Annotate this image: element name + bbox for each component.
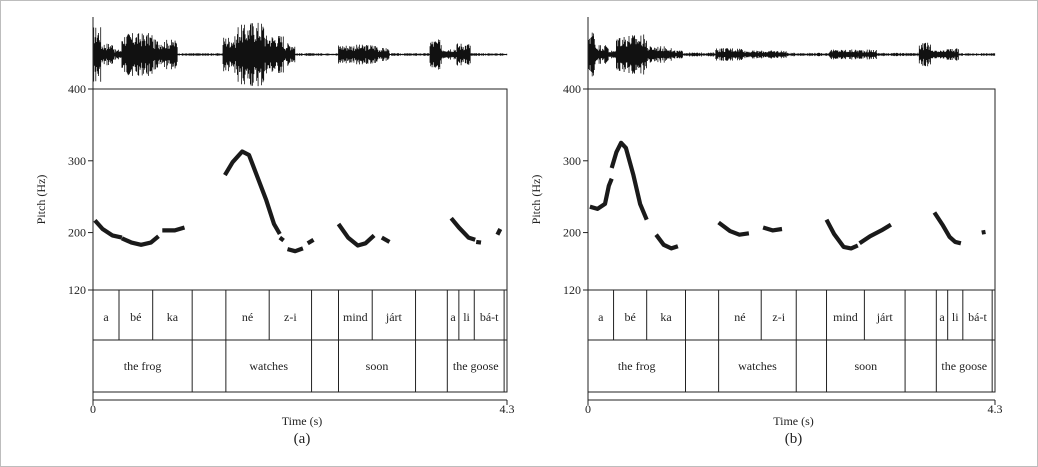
- pitch-contour-segment: [121, 234, 160, 247]
- syllable-label: ka: [167, 310, 179, 324]
- syllable-label: mind: [343, 310, 368, 324]
- y-tick-label: 300: [68, 154, 86, 168]
- syllable-label: bá-t: [968, 310, 987, 324]
- pitch-contour-segment: [824, 218, 859, 251]
- y-tick-label: 200: [68, 226, 86, 240]
- pitch-contour-segment: [306, 238, 315, 246]
- syllable-label: bé: [624, 310, 635, 324]
- syllable-label: z-i: [772, 310, 785, 324]
- y-axis-label: Pitch (Hz): [34, 175, 48, 225]
- syllable-label: bé: [130, 310, 141, 324]
- pitch-contour-segment: [475, 239, 482, 245]
- pitch-contour-segment: [449, 216, 476, 242]
- pitch-contour-segment: [858, 222, 892, 246]
- word-label: the goose: [453, 359, 499, 373]
- syllable-label: né: [734, 310, 745, 324]
- y-tick-label: 400: [68, 82, 86, 96]
- y-tick-label: 120: [68, 283, 86, 297]
- word-label: the frog: [618, 359, 656, 373]
- panel-label: (b): [785, 431, 803, 447]
- pitch-contour-segment: [286, 246, 304, 254]
- syllable-label: ka: [660, 310, 672, 324]
- word-label: the goose: [941, 359, 987, 373]
- pitch-contour-segment: [762, 225, 783, 233]
- panel-a: 120 200 300 400 Pitch (Hz) a bé ka né z-i mind járt…: [34, 17, 515, 447]
- pitch-contour-segment: [93, 218, 123, 240]
- pitch-contour-segment: [609, 140, 649, 221]
- syllable-label: né: [242, 310, 253, 324]
- syllable-label: z-i: [284, 310, 297, 324]
- pitch-contour-segment: [380, 235, 391, 244]
- pitch-contour-segment: [981, 229, 986, 235]
- syllable-label: járt: [876, 310, 894, 324]
- pitch-contour-segment: [589, 177, 614, 211]
- syllable-label: mind: [833, 310, 858, 324]
- word-label: the frog: [124, 359, 162, 373]
- x-tick-label: 4.3: [988, 402, 1003, 416]
- syllable-label: li: [463, 310, 470, 324]
- syllable-label: li: [952, 310, 959, 324]
- pitch-contour-segment: [278, 235, 285, 243]
- pitch-contour-segment: [223, 149, 282, 236]
- syllable-label: a: [598, 310, 604, 324]
- word-tier-frame: [92, 339, 508, 393]
- word-label: soon: [366, 359, 389, 373]
- syllable-label: járt: [385, 310, 403, 324]
- x-tick-label: 4.3: [500, 402, 515, 416]
- word-label: watches: [738, 359, 777, 373]
- pitch-contour-segment: [717, 220, 750, 237]
- pitch-contour-segment: [932, 211, 962, 246]
- x-tick-label: 0: [585, 402, 591, 416]
- y-tick-label: 300: [563, 154, 581, 168]
- syllable-label: a: [450, 310, 456, 324]
- x-axis-label: Time (s): [773, 414, 814, 428]
- word-label: soon: [854, 359, 877, 373]
- y-tick-label: 200: [563, 226, 581, 240]
- pitch-contour-segment: [336, 222, 376, 248]
- x-tick-label: 0: [90, 402, 96, 416]
- syllable-label: a: [103, 310, 109, 324]
- y-tick-label: 120: [563, 283, 581, 297]
- pitch-contour-segment: [654, 233, 679, 251]
- y-tick-label: 400: [563, 82, 581, 96]
- word-tier-frame: [587, 339, 996, 393]
- panel-label: (a): [294, 431, 311, 447]
- pitch-contour-segment: [162, 225, 186, 233]
- syllable-label: a: [939, 310, 945, 324]
- pitch-contour-segment: [495, 228, 503, 236]
- word-label: watches: [249, 359, 288, 373]
- y-axis-label: Pitch (Hz): [529, 175, 543, 225]
- syllable-label: bá-t: [480, 310, 499, 324]
- x-axis-label: Time (s): [282, 414, 323, 428]
- panel-b: 120 200 300 400 Pitch (Hz) a bé ka né z-i mind járt…: [529, 17, 1003, 447]
